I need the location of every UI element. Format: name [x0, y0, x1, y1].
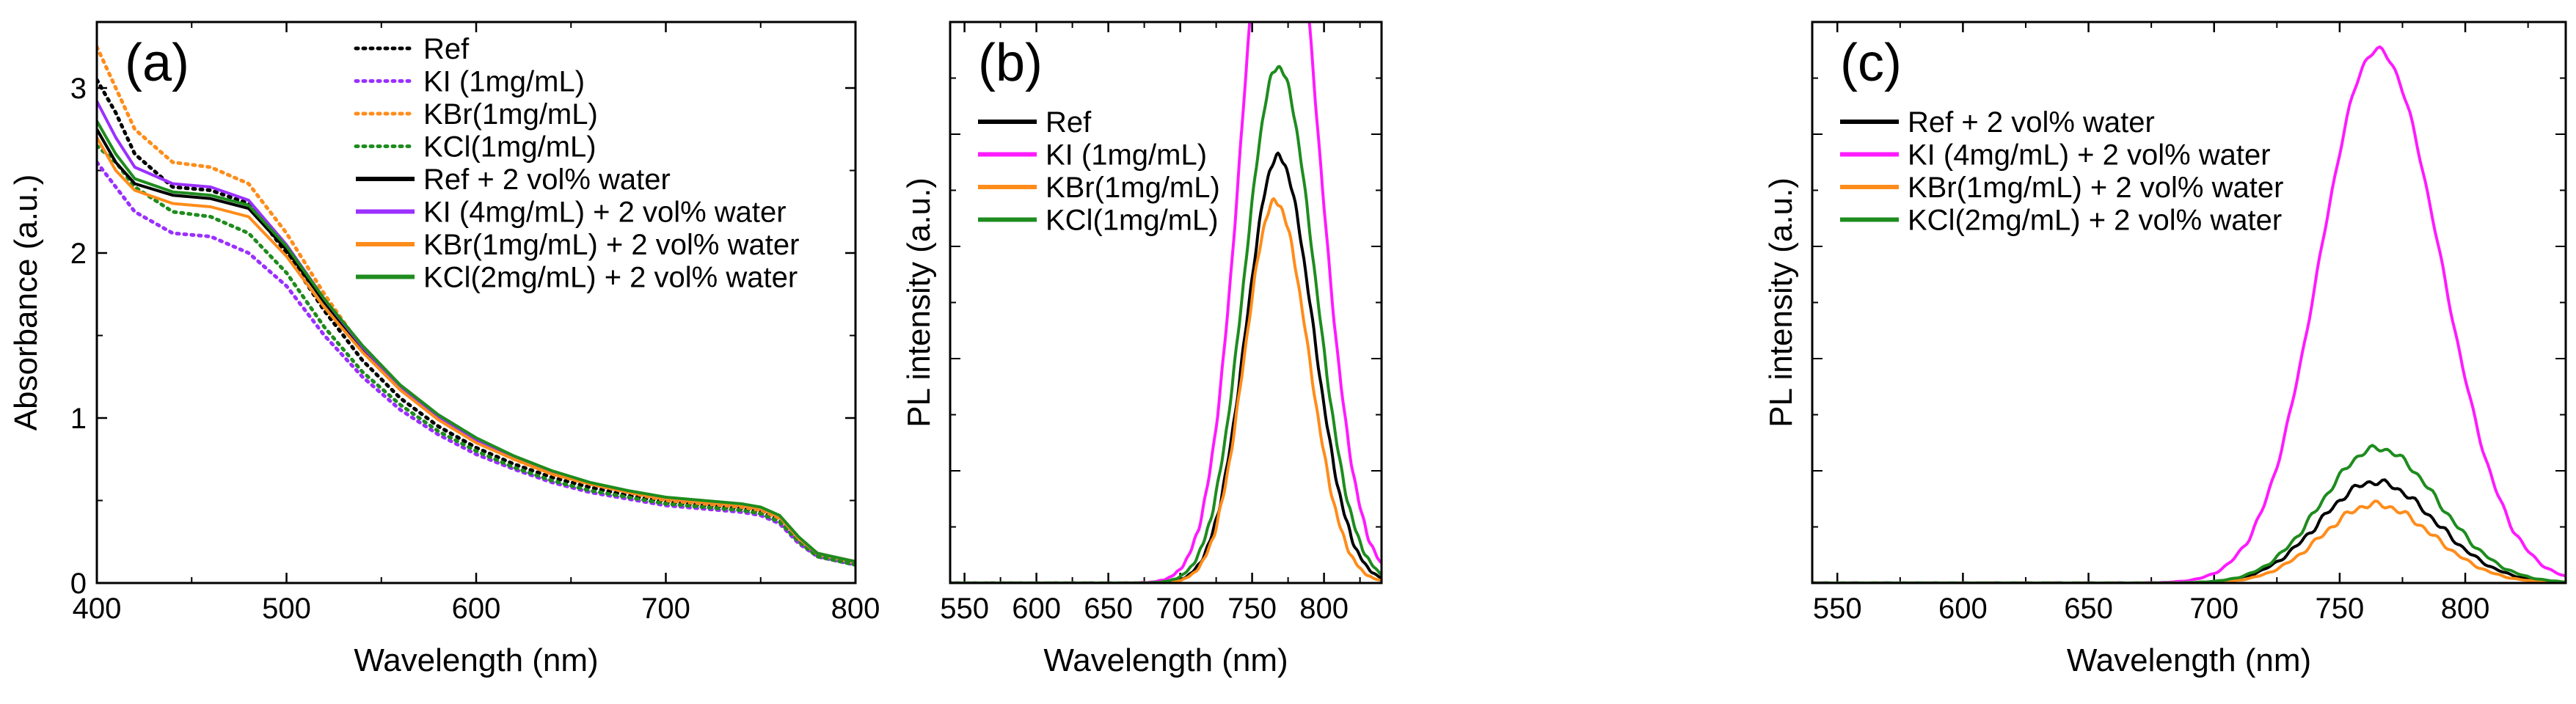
series-line-7: [97, 120, 855, 563]
legend-label: KI (4mg/mL) + 2 vol% water: [423, 197, 787, 229]
panel-c: 550 600 650 700 750 800 (c) Wavelength (nm) PL i…: [1763, 21, 2567, 678]
y-axis-title: PL intensity (a.u.): [1763, 177, 1799, 428]
series-group: [97, 45, 855, 567]
legend-label: KBr(1mg/mL): [1046, 172, 1220, 204]
series-line-6: [97, 136, 855, 563]
series-line-3: [97, 144, 855, 567]
x-tick-label: 800: [1299, 593, 1349, 625]
series-line-0: [1812, 478, 2566, 583]
legend-label: KCl(1mg/mL): [423, 131, 596, 164]
x-tick-label: 500: [262, 593, 311, 625]
series-line-2: [950, 197, 1382, 583]
x-tick-label: 400: [73, 593, 122, 625]
y-axis-title: PL intensity (a.u.): [901, 177, 937, 428]
plot-frame: [949, 21, 1383, 584]
legend-label: Ref + 2 vol% water: [423, 164, 671, 196]
x-tick-label: 800: [831, 593, 880, 625]
series-line-1: [97, 160, 855, 567]
legend-label: KCl(2mg/mL) + 2 vol% water: [423, 262, 798, 294]
series-line-1: [950, 22, 1382, 583]
x-axis-title: Wavelength (nm): [354, 642, 598, 678]
legend-label: Ref: [423, 33, 470, 65]
x-tick-label: 700: [2189, 593, 2239, 625]
panel-label: (a): [125, 34, 189, 92]
y-tick-label: 2: [70, 238, 87, 270]
panel-b: 550 600 650 700 750 800 (b) Wavelength (nm) PL i…: [901, 21, 1383, 678]
panel-label: (b): [978, 34, 1043, 92]
panel-a: 400 500 600 700 800 0 1 2 3 (a) Wavelength (nm) Abs…: [8, 21, 880, 678]
x-tick-label: 600: [1938, 593, 1988, 625]
legend-label: KI (1mg/mL): [423, 66, 585, 98]
legend-label: KI (4mg/mL) + 2 vol% water: [1908, 139, 2271, 172]
legend-label: KBr(1mg/mL) + 2 vol% water: [423, 229, 799, 261]
y-axis-title: Absorbance (a.u.): [8, 175, 44, 431]
x-axis-title: Wavelength (nm): [2067, 642, 2311, 678]
x-tick-label: 750: [2316, 593, 2365, 625]
legend-label: Ref: [1046, 106, 1092, 139]
x-tick-label: 600: [1012, 593, 1061, 625]
x-tick-label: 750: [1227, 593, 1277, 625]
x-tick-label: 800: [2441, 593, 2490, 625]
x-axis-title: Wavelength (nm): [1043, 642, 1288, 678]
legend-label: KBr(1mg/mL) + 2 vol% water: [1908, 172, 2283, 204]
y-tick-label: 0: [70, 568, 87, 600]
series-line-3: [1812, 444, 2566, 583]
x-tick-label: 650: [1084, 593, 1133, 625]
y-tick-label: 3: [70, 73, 87, 105]
x-tick-label: 700: [641, 593, 690, 625]
x-tick-label: 700: [1156, 593, 1205, 625]
x-tick-label: 600: [452, 593, 501, 625]
legend-label: KCl(1mg/mL): [1046, 205, 1219, 237]
y-tick-label: 1: [70, 403, 87, 435]
x-tick-label: 550: [940, 593, 989, 625]
plot-frame: [1811, 21, 2567, 584]
legend-label: KI (1mg/mL): [1046, 139, 1207, 172]
legend-label: KCl(2mg/mL) + 2 vol% water: [1908, 205, 2282, 237]
legend-label: KBr(1mg/mL): [423, 98, 598, 131]
x-tick-label: 650: [2064, 593, 2113, 625]
x-tick-label: 550: [1813, 593, 1862, 625]
series-line-1: [1812, 45, 2566, 583]
legend-label: Ref + 2 vol% water: [1908, 106, 2155, 139]
panel-label: (c): [1840, 34, 1902, 92]
plot-frame: [95, 21, 857, 584]
